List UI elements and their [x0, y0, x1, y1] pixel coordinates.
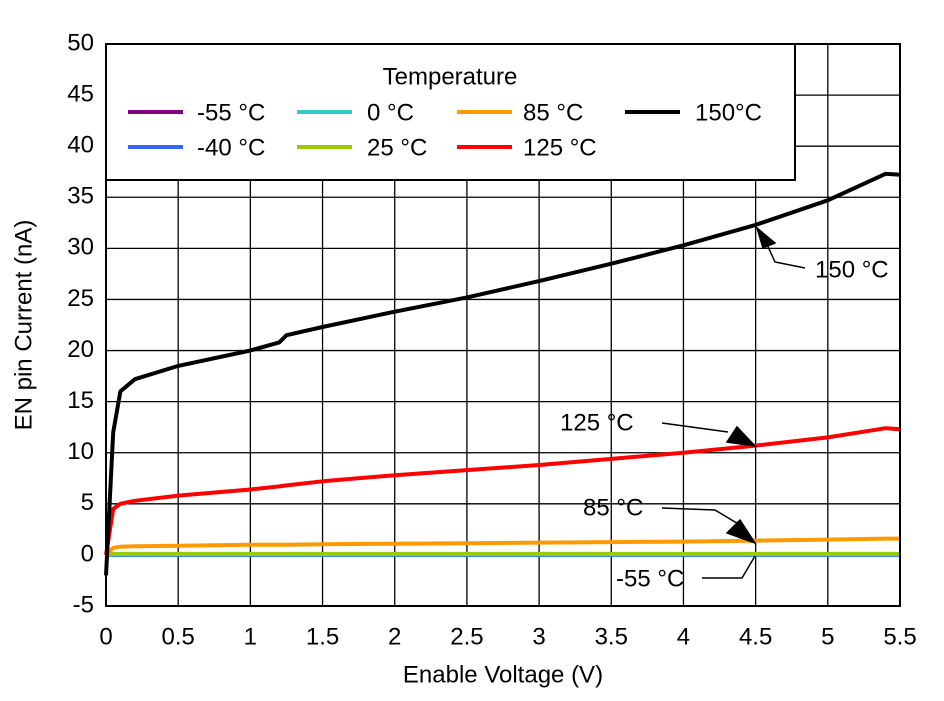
y-tick-label: 35 [67, 183, 94, 210]
legend-label: 150°C [695, 99, 762, 126]
series-line [104, 536, 900, 557]
x-tick-label: 3 [532, 623, 545, 650]
x-tick-label: 0.5 [161, 623, 194, 650]
y-tick-label: 0 [81, 540, 94, 567]
annotation-arrows [661, 225, 806, 579]
series-line [104, 426, 901, 556]
series-line [105, 551, 900, 557]
y-tick-label: 5 [81, 489, 94, 516]
y-axis-label: EN pin Current (nA) [10, 220, 37, 431]
legend-box [105, 43, 796, 181]
x-tick-label: 5 [821, 623, 834, 650]
y-tick-label: 40 [67, 132, 94, 159]
legend-label: -40 °C [197, 134, 265, 161]
annotation: 85 °C [583, 494, 643, 521]
x-tick-label: 0 [99, 623, 112, 650]
legend-label: 85 °C [523, 99, 583, 126]
legend-label: 25 °C [367, 134, 427, 161]
y-tick-label: 45 [67, 80, 94, 107]
annotation: 150 °C [815, 256, 889, 283]
legend-title: Temperature [383, 63, 518, 90]
x-tick-label: 1.5 [306, 623, 339, 650]
x-tick-label: 4.5 [739, 623, 772, 650]
annotation: 125 °C [560, 409, 634, 436]
legend-label: 0 °C [367, 99, 414, 126]
annotation: -55 °C [616, 565, 684, 592]
x-tick-label: 4 [677, 623, 690, 650]
x-axis-label: Enable Voltage (V) [403, 661, 603, 688]
legend-label: 125 °C [523, 134, 597, 161]
y-tick-label: 10 [67, 438, 94, 465]
y-tick-label: 25 [67, 285, 94, 312]
y-tick-label: 15 [67, 387, 94, 414]
y-tick-label: 30 [67, 234, 94, 261]
x-tick-label: 1 [244, 623, 257, 650]
x-tick-label: 2 [388, 623, 401, 650]
x-tick-label: 3.5 [595, 623, 628, 650]
x-tick-label: 5.5 [883, 623, 916, 650]
plot-frame [105, 43, 901, 607]
y-tick-label: -5 [73, 591, 94, 618]
legend-label: -55 °C [197, 99, 265, 126]
series-line [104, 171, 901, 576]
y-tick-label: 50 [67, 29, 94, 56]
y-tick-label: 20 [67, 336, 94, 363]
x-tick-label: 2.5 [450, 623, 483, 650]
